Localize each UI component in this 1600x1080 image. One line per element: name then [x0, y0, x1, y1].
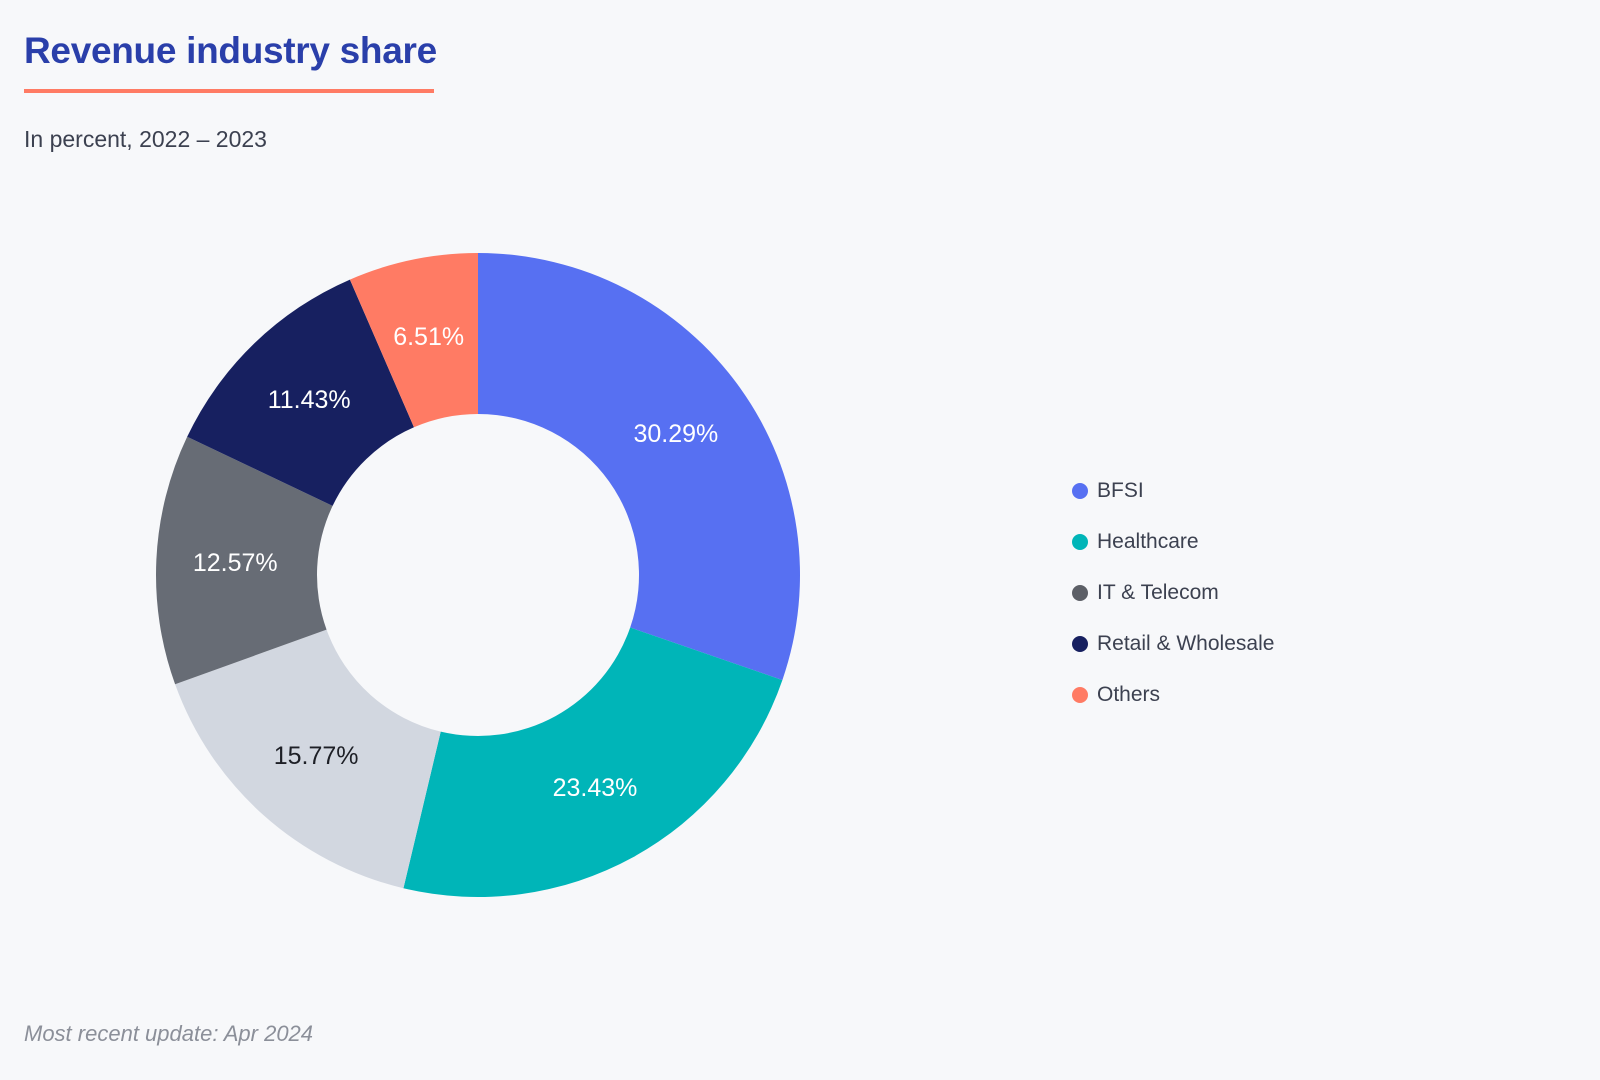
donut-slice-bfsi	[478, 253, 800, 681]
legend-marker-icon	[1072, 482, 1088, 499]
legend-marker-icon	[1072, 533, 1088, 550]
legend-marker-icon	[1072, 584, 1088, 601]
legend-item: Others	[1072, 669, 1274, 720]
donut-slices	[156, 253, 800, 898]
legend-item: BFSI	[1072, 465, 1274, 516]
donut-slice-healthcare	[403, 627, 783, 898]
donut-slice-retail-wholesale	[187, 279, 414, 506]
legend-label: BFSI	[1097, 478, 1144, 502]
donut-slice-others	[349, 253, 478, 428]
slice-value-label: 15.77%	[274, 742, 359, 770]
slice-value-label: 6.51%	[393, 323, 464, 351]
donut-slice-labels: 30.29% 23.43% 15.77% 12.57% 11.43% 6.51%	[193, 323, 718, 802]
slice-value-label: 30.29%	[633, 420, 718, 448]
donut-slice-unlabeled-2	[175, 629, 441, 889]
legend-label: Retail & Wholesale	[1097, 631, 1275, 655]
chart-title: Revenue industry share	[24, 30, 437, 71]
legend-marker-icon	[1072, 686, 1088, 703]
legend-item: IT & Telecom	[1072, 567, 1274, 618]
legend-label: IT & Telecom	[1097, 580, 1219, 604]
legend-item: Retail & Wholesale	[1072, 618, 1274, 669]
chart-subtitle: In percent, 2022 – 2023	[24, 126, 267, 152]
title-underline	[24, 89, 434, 93]
slice-value-label: 11.43%	[268, 386, 351, 414]
slice-value-label: 23.43%	[553, 774, 638, 802]
legend-marker-icon	[1072, 635, 1088, 652]
slice-value-label: 12.57%	[193, 549, 278, 577]
legend-label: Healthcare	[1097, 529, 1199, 553]
chart-legend: BFSI Healthcare IT & Telecom Retail & Whole…	[1072, 465, 1274, 720]
legend-item: Healthcare	[1072, 516, 1274, 567]
donut-slice-it-telecom	[156, 436, 333, 685]
last-update-note: Most recent update: Apr 2024	[24, 1021, 314, 1046]
legend-label: Others	[1097, 682, 1161, 706]
